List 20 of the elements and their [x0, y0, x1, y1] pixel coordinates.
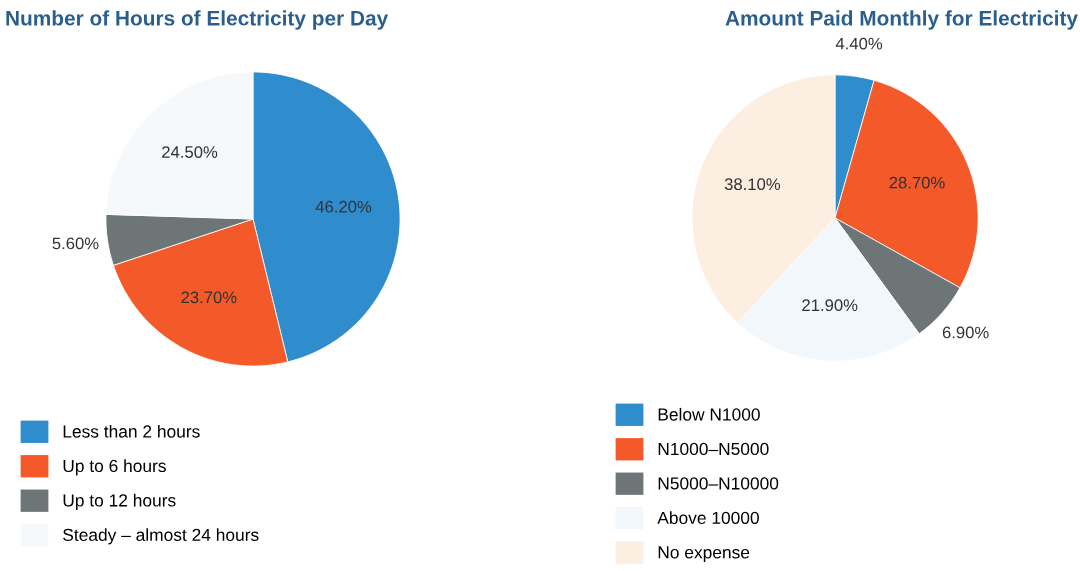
chart-title: Amount Paid Monthly for Electricity: [725, 10, 1078, 30]
legend-label: No expense: [658, 546, 750, 562]
legend-label: N5000–N10000: [658, 477, 779, 490]
legend-label: Up to 12 hours: [63, 493, 176, 510]
chart-title: Number of Hours of Electricity per Day: [6, 10, 389, 30]
data-label: 46.20%: [315, 200, 372, 213]
data-label: 28.70%: [889, 176, 945, 189]
legend-label: Up to 6 hours: [63, 459, 166, 476]
data-label: 21.90%: [802, 299, 858, 312]
data-label: 38.10%: [724, 178, 781, 191]
legend-label: Steady – almost 24 hours: [63, 528, 259, 545]
legend-label: Above 10000: [657, 511, 759, 525]
legend-label: Less than 2 hours: [63, 424, 200, 438]
data-label: 23.70%: [181, 291, 237, 304]
data-label: 6.90%: [942, 326, 989, 339]
data-label: 24.50%: [162, 146, 218, 158]
data-label: 4.40%: [835, 37, 883, 50]
legend-label: N1000–N5000: [658, 442, 769, 456]
legend-label: Below N1000: [658, 407, 760, 421]
data-label: 5.60%: [52, 237, 99, 250]
